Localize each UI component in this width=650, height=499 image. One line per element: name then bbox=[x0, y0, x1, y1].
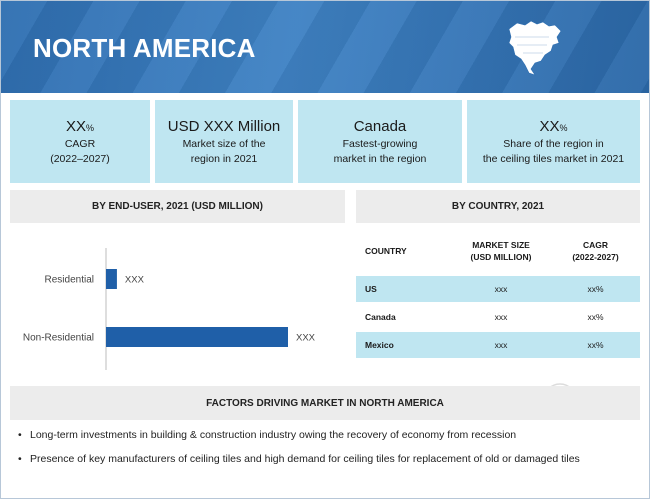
col-market-size: MARKET SIZE bbox=[472, 240, 530, 250]
north-america-map-icon bbox=[508, 20, 562, 76]
stat-fastest-line2: market in the region bbox=[333, 153, 427, 165]
stat-cagr-line1: CAGR bbox=[64, 138, 96, 150]
row-country-mexico: Mexico bbox=[365, 340, 394, 350]
table-row: Mexico xxx xx% bbox=[356, 332, 640, 358]
stat-market-size-line2: region in 2021 bbox=[190, 153, 258, 165]
col-cagr: CAGR bbox=[582, 240, 609, 250]
stat-market-size: USD XXX Million Market size of the regio… bbox=[155, 100, 293, 183]
stat-cagr-value: XX bbox=[65, 118, 86, 135]
stats-row: XX% CAGR (2022–2027) USD XXX Million Mar… bbox=[10, 100, 640, 183]
stat-share-value: XX bbox=[539, 118, 560, 135]
row-cagr-mexico: xx% bbox=[587, 340, 604, 350]
table-row: Canada xxx xx% bbox=[356, 304, 640, 330]
end-user-bar-chart: Residential XXX Non-Residential XXX bbox=[23, 248, 316, 370]
col-country: COUNTRY bbox=[365, 246, 407, 256]
banner-title: NORTH AMERICA bbox=[33, 33, 256, 63]
category-label: Residential bbox=[45, 275, 94, 286]
category-label: Non-Residential bbox=[23, 333, 94, 344]
col-cagr-period: (2022-2027) bbox=[572, 252, 619, 262]
data-label: XXX bbox=[125, 275, 145, 286]
table-row: US xxx xx% bbox=[356, 276, 640, 302]
country-header: BY COUNTRY, 2021 bbox=[356, 190, 640, 223]
list-item: Long-term investments in building & cons… bbox=[18, 428, 618, 442]
banner: NORTH AMERICA bbox=[1, 1, 649, 93]
table-header-row: COUNTRY MARKET SIZE (USD MILLION) CAGR (20… bbox=[356, 230, 640, 272]
stat-share-line2: the ceiling tiles market in 2021 bbox=[482, 153, 625, 165]
col-market-size-unit: (USD MILLION) bbox=[470, 252, 532, 262]
stat-share-line1: Share of the region in bbox=[503, 138, 604, 150]
data-label: XXX bbox=[296, 333, 316, 344]
row-cagr-us: xx% bbox=[587, 284, 604, 294]
end-user-header: BY END-USER, 2021 (USD MILLION) bbox=[10, 190, 345, 223]
stat-market-size-line1: Market size of the bbox=[182, 138, 266, 150]
row-country-canada: Canada bbox=[365, 312, 396, 322]
stat-fastest-line1: Fastest-growing bbox=[342, 138, 418, 150]
stat-market-size-value: USD XXX Million bbox=[167, 118, 281, 135]
row-country-us: US bbox=[365, 284, 377, 294]
row-size-us: xxx bbox=[494, 284, 508, 294]
stat-cagr: XX% CAGR (2022–2027) bbox=[10, 100, 150, 183]
bar-non-residential bbox=[106, 327, 288, 347]
row-size-mexico: xxx bbox=[494, 340, 508, 350]
factors-header: FACTORS DRIVING MARKET IN NORTH AMERICA bbox=[10, 386, 640, 420]
stat-share-unit: % bbox=[559, 123, 568, 133]
country-table: COUNTRY MARKET SIZE (USD MILLION) CAGR (20… bbox=[356, 230, 640, 360]
stat-fastest: Canada Fastest-growing market in the reg… bbox=[298, 100, 462, 183]
stat-fastest-value: Canada bbox=[353, 118, 407, 135]
list-item: Presence of key manufacturers of ceiling… bbox=[18, 452, 618, 466]
stat-cagr-line2: (2022–2027) bbox=[50, 153, 110, 165]
bar-residential bbox=[106, 269, 117, 289]
stat-cagr-unit: % bbox=[86, 123, 95, 133]
row-size-canada: xxx bbox=[494, 312, 508, 322]
stat-share: XX% Share of the region in the ceiling t… bbox=[467, 100, 640, 183]
row-cagr-canada: xx% bbox=[587, 312, 604, 322]
